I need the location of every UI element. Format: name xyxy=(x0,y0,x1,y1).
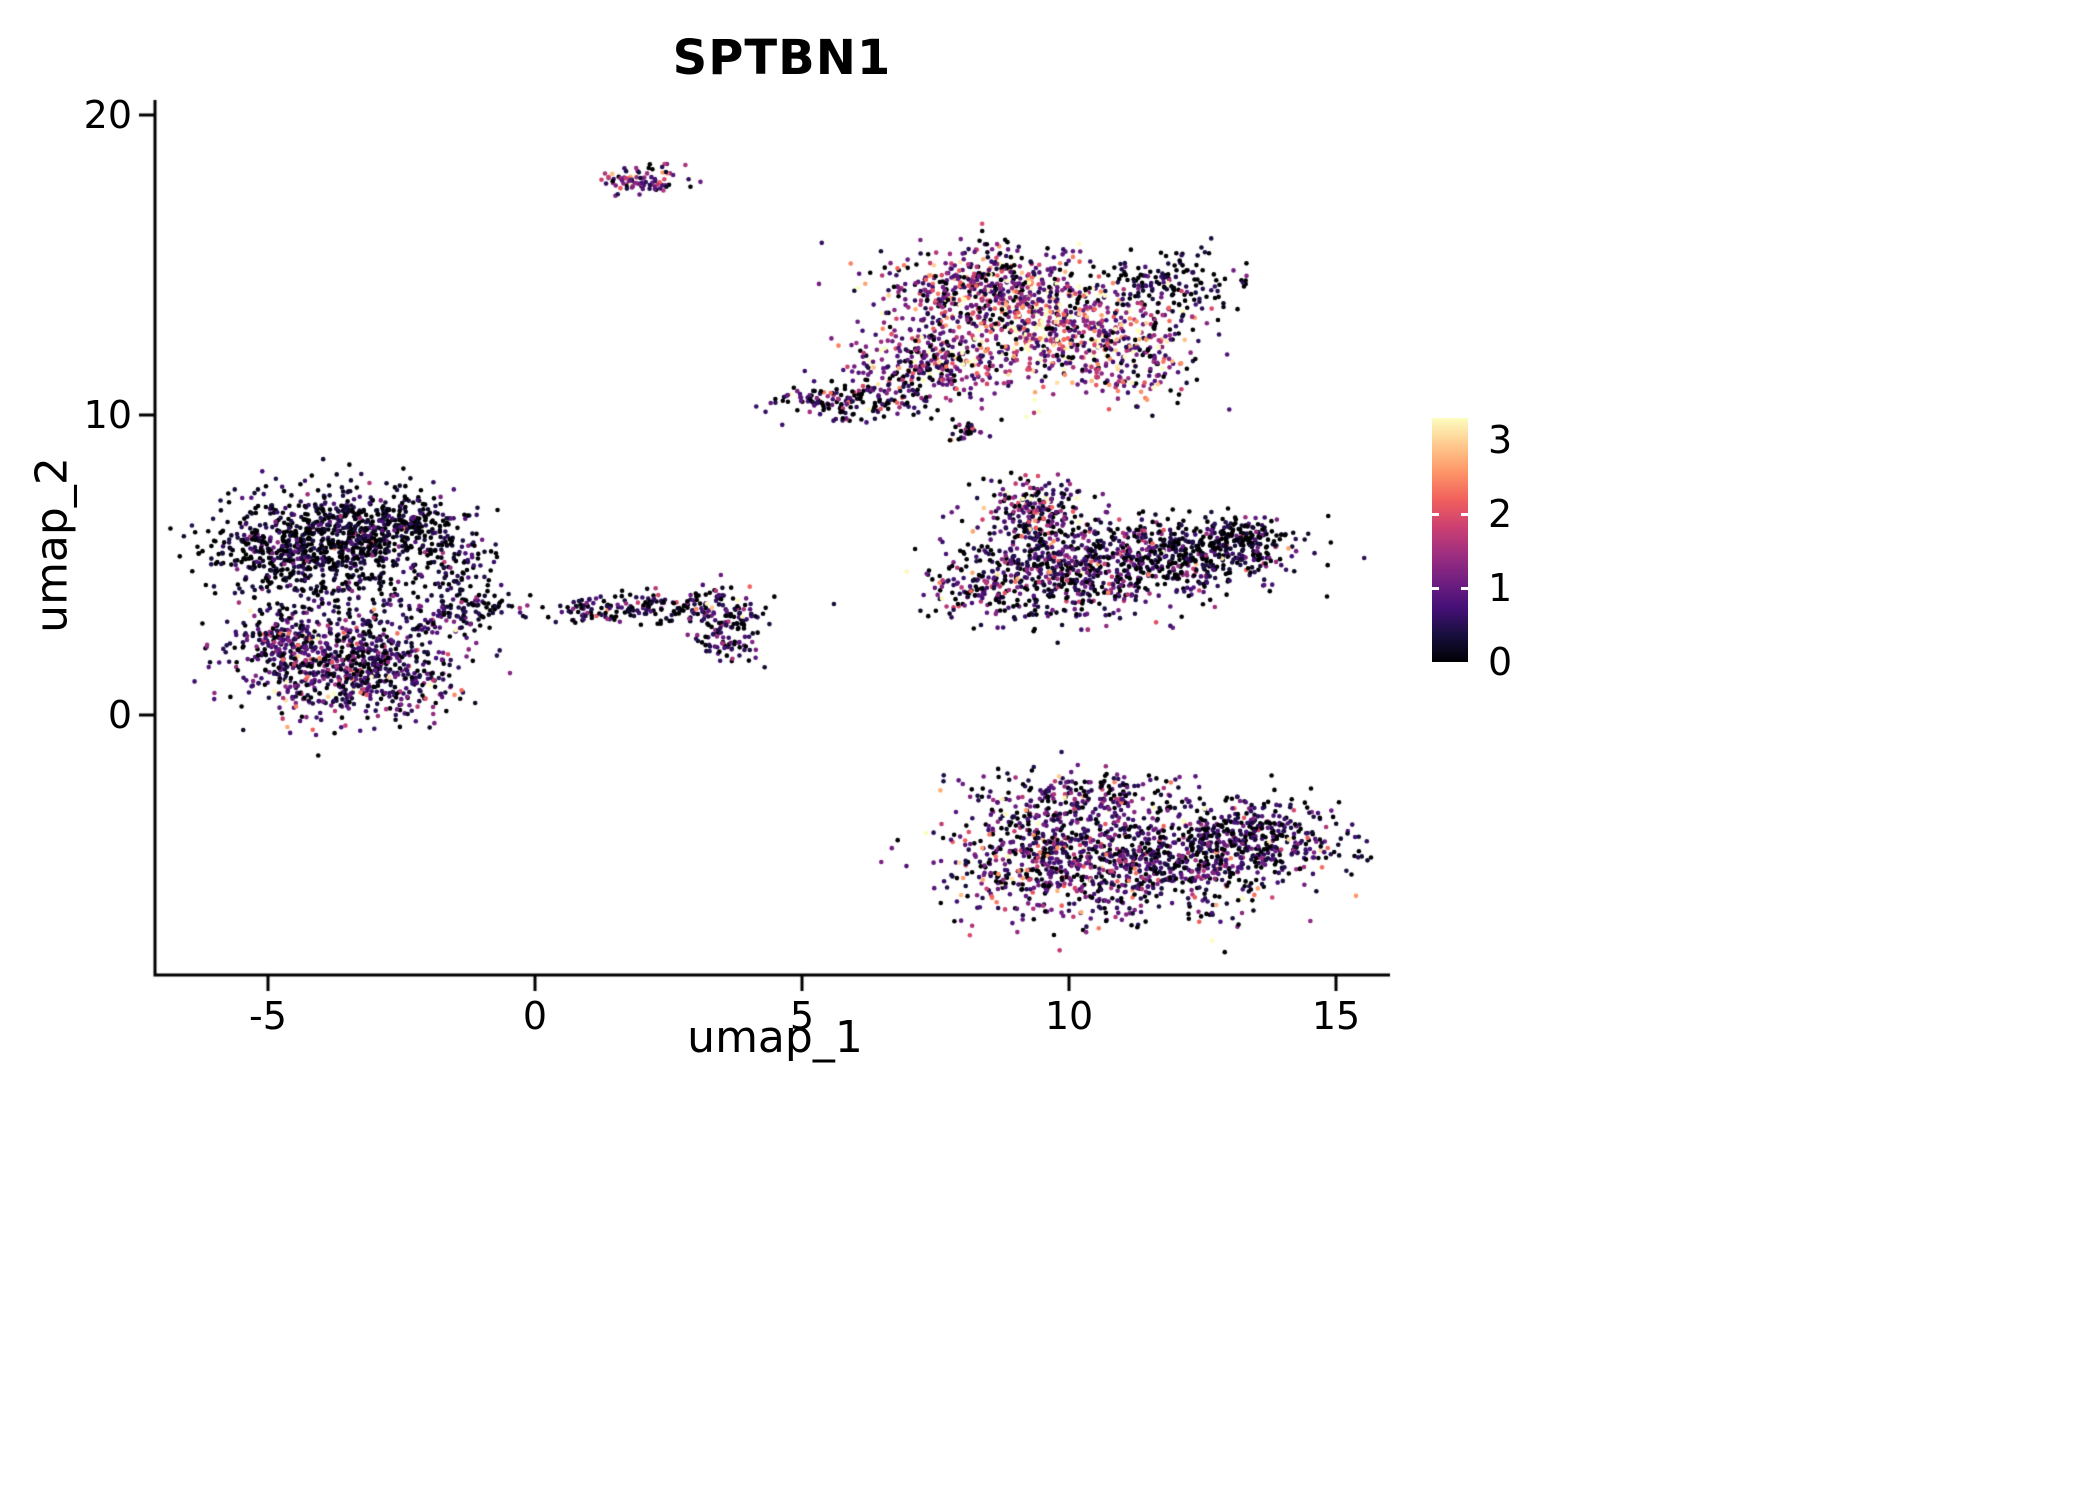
x-tick-label: -5 xyxy=(249,994,287,1038)
colorbar-tick-label: 3 xyxy=(1488,418,1513,462)
y-tick-label: 20 xyxy=(83,93,132,137)
colorbar-tickmark xyxy=(1461,513,1468,516)
x-axis-label: umap_1 xyxy=(687,1012,863,1063)
colorbar-tick-label: 1 xyxy=(1488,566,1513,610)
colorbar-tickmark xyxy=(1432,587,1439,590)
y-tick-label: 0 xyxy=(107,693,132,737)
colorbar-tick-label: 0 xyxy=(1488,640,1513,684)
x-tick-label: 15 xyxy=(1311,994,1361,1038)
x-tick-label: 0 xyxy=(522,994,548,1038)
x-tick-label: 5 xyxy=(789,994,815,1038)
y-axis-label: umap_2 xyxy=(26,457,78,633)
colorbar-tick-label: 2 xyxy=(1488,492,1513,536)
plot-title: SPTBN1 xyxy=(672,30,892,86)
colorbar-tickmark xyxy=(1461,587,1468,590)
colorbar-tickmark xyxy=(1432,513,1439,516)
colorbar-gradient xyxy=(1432,418,1468,662)
y-tick-label: 10 xyxy=(83,393,132,437)
x-tick-label: 10 xyxy=(1044,994,1094,1038)
